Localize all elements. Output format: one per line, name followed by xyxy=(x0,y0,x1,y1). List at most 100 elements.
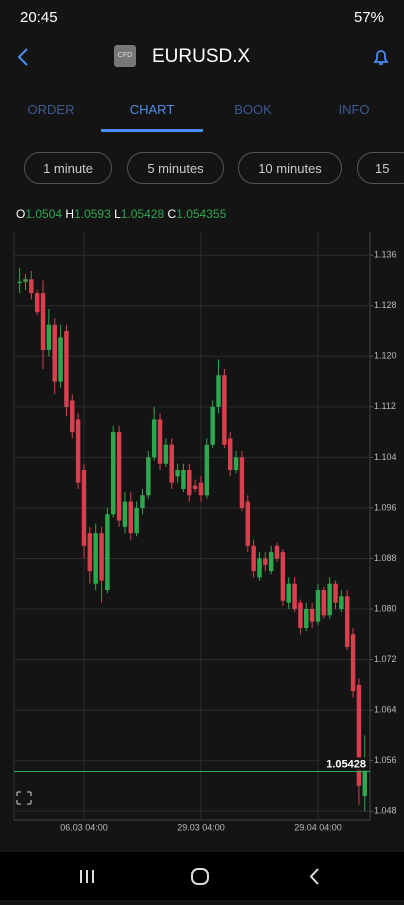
candle-body xyxy=(40,293,46,350)
candle-body xyxy=(64,331,69,407)
candle-body xyxy=(192,485,198,489)
candle-body xyxy=(58,337,63,382)
clock: 20:45 xyxy=(20,9,58,26)
y-tick-label: 1.112 xyxy=(374,401,396,411)
candle-body xyxy=(333,583,338,603)
back-button[interactable] xyxy=(14,46,34,68)
tab-indicator xyxy=(101,129,203,132)
system-nav-bar xyxy=(0,852,404,900)
ohlc-value: 1.05428 xyxy=(120,207,165,221)
y-tick-label: 1.088 xyxy=(374,553,397,563)
candle-body xyxy=(345,596,350,647)
ohlc-value: 1.054355 xyxy=(176,207,227,221)
candle-body xyxy=(181,470,186,489)
title: EURUSD.X xyxy=(152,46,251,67)
candle-body xyxy=(263,558,268,565)
expand-icon[interactable] xyxy=(16,791,32,805)
candle-body xyxy=(274,545,280,559)
interval-chip[interactable]: 5 minutes xyxy=(127,152,224,184)
candle-body xyxy=(198,482,204,496)
candle-body xyxy=(268,552,274,572)
candle-body xyxy=(339,596,344,609)
candle-body xyxy=(128,501,133,534)
candle-body xyxy=(163,444,169,464)
candle-body xyxy=(93,533,98,584)
candle-body xyxy=(309,608,315,622)
candle-body xyxy=(187,470,192,496)
candle-body xyxy=(245,501,250,546)
candle-body xyxy=(17,281,22,284)
tab[interactable]: INFO xyxy=(338,102,370,117)
y-tick-label: 1.080 xyxy=(374,603,397,613)
candle-body xyxy=(362,770,367,796)
candle-body xyxy=(29,279,34,294)
candle-body xyxy=(99,533,104,581)
candle-body xyxy=(292,583,297,609)
y-tick-label: 1.072 xyxy=(374,654,397,664)
home-button[interactable] xyxy=(191,868,209,885)
ohlc-key: C xyxy=(167,207,177,221)
candle-body xyxy=(52,324,57,382)
candle-body xyxy=(81,470,87,546)
ohlc-value: 1.0504 xyxy=(25,207,63,221)
candle-body xyxy=(116,432,122,521)
candle-body xyxy=(111,432,116,515)
candle-body xyxy=(34,293,40,313)
chart: 1.136 1.128 1.120 1.112 1.104 1.096 1.088 1.080… xyxy=(13,232,397,832)
candle-body xyxy=(75,419,81,483)
y-tick-label: 1.136 xyxy=(374,250,397,260)
y-tick-label: 1.064 xyxy=(374,704,397,714)
candle-body xyxy=(356,684,362,786)
candle-body xyxy=(239,457,245,508)
candle-body xyxy=(23,279,28,282)
interval-chip[interactable]: 10 minutes xyxy=(238,152,342,184)
ohlc-key: O xyxy=(16,207,26,221)
candle-body xyxy=(210,406,215,445)
candle-body xyxy=(105,514,110,591)
candle-body xyxy=(146,457,151,496)
candle-body xyxy=(175,470,180,477)
candle-body xyxy=(251,545,256,572)
candle-body xyxy=(216,375,221,407)
back-nav-button[interactable] xyxy=(309,868,319,885)
tab[interactable]: ORDER xyxy=(27,102,75,117)
x-tick-label: 29.04 04:00 xyxy=(294,822,342,832)
recents-button[interactable] xyxy=(80,870,94,883)
candle-body xyxy=(204,444,210,496)
alert-button[interactable] xyxy=(370,46,392,68)
ohlc-readout: O1.0504 H1.0593 L1.05428 C1.054355 xyxy=(16,207,226,221)
instrument-icon: CFD xyxy=(114,45,136,67)
y-tick-label: 1.048 xyxy=(374,806,397,816)
price-label-box xyxy=(320,757,368,771)
interval-row: 1 minute 5 minutes 10 minutes 15 xyxy=(0,152,404,186)
y-tick-label: 1.120 xyxy=(374,351,397,361)
y-tick-label: 1.096 xyxy=(374,502,397,512)
y-tick-label: 1.056 xyxy=(374,755,397,765)
candle-body xyxy=(286,583,291,603)
candle-body xyxy=(151,419,157,458)
candle-body xyxy=(280,552,286,601)
interval-chip[interactable]: 15 xyxy=(357,152,404,184)
candle-body xyxy=(134,507,139,534)
ohlc-key: H xyxy=(65,207,75,221)
candle-body xyxy=(87,533,93,572)
candle-body xyxy=(298,602,303,628)
candle-body xyxy=(228,438,233,471)
nav-buttons xyxy=(80,868,319,885)
candle-body xyxy=(257,558,262,578)
candle-body xyxy=(157,419,163,464)
candle-body xyxy=(169,444,174,483)
ohlc-value: 1.0593 xyxy=(74,207,111,221)
x-tick-label: 29.03 04:00 xyxy=(177,822,225,832)
interval-chip[interactable]: 1 minute xyxy=(24,152,112,184)
candle-body xyxy=(122,501,128,527)
candle-body xyxy=(321,590,327,616)
tab[interactable]: CHART xyxy=(129,102,175,117)
candle-body xyxy=(304,608,309,628)
tab[interactable]: BOOK xyxy=(234,102,272,117)
status-bar: 20:45 57% xyxy=(0,0,404,34)
candle-body xyxy=(222,375,227,445)
candle-body xyxy=(140,495,145,508)
candle-body xyxy=(315,590,321,622)
